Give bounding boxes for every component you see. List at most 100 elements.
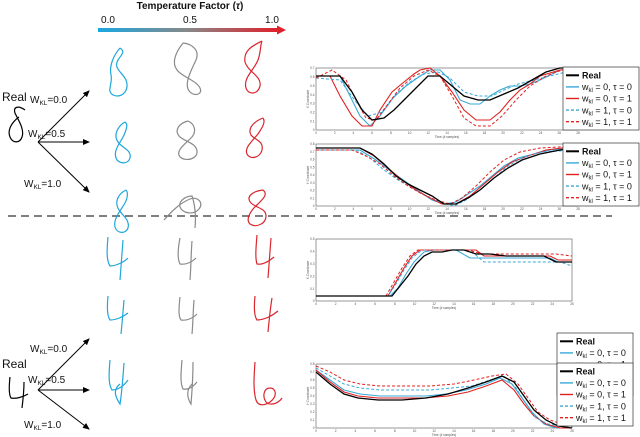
y-tick-label: 0.1 bbox=[310, 287, 315, 291]
legend-label: wkl = 0, τ = 0 bbox=[581, 82, 632, 94]
x-tick-label: 24 bbox=[539, 207, 543, 211]
x-tick-label: 16 bbox=[464, 131, 468, 135]
chart-x-bottom-xlabel: Time (# samples) bbox=[432, 306, 457, 310]
x-tick-label: 4 bbox=[353, 207, 355, 211]
digit-gray-4-kl0 bbox=[177, 237, 197, 281]
panel-bottom: Real WKL=0.0 WKL=0.5 WKL=1.0 X Coordinat… bbox=[2, 234, 573, 437]
legend-label: wkl = 0, τ = 1 bbox=[581, 170, 632, 182]
x-tick-label: 16 bbox=[472, 429, 476, 433]
y-tick-label: 0.4 bbox=[310, 394, 315, 398]
real-digit-top bbox=[8, 106, 26, 143]
digit-red-4-kl0 bbox=[255, 234, 275, 279]
tick-label-0-5: 0.5 bbox=[183, 15, 197, 26]
temperature-title: Temperature Factor (τ) bbox=[137, 1, 244, 12]
y-tick-label: 0.1 bbox=[310, 196, 315, 200]
x-tick-label: 20 bbox=[501, 131, 505, 135]
x-tick-label: 20 bbox=[501, 207, 505, 211]
digit-red-kl1 bbox=[247, 189, 267, 227]
legend-label: wkl = 1, τ = 0 bbox=[581, 105, 632, 117]
y-tick-label: 0.3 bbox=[310, 402, 315, 406]
digit-blue-4-kl05 bbox=[106, 295, 129, 335]
legend-label: wkl = 0, τ = 0 bbox=[575, 348, 626, 360]
weight-label-bottom-0: WKL=0.0 bbox=[30, 344, 68, 356]
x-tick-label: 22 bbox=[520, 207, 524, 211]
chart-y-top-series bbox=[316, 145, 579, 207]
x-tick-label: 18 bbox=[483, 131, 487, 135]
y-tick-label: 0.5 bbox=[310, 237, 315, 241]
digit-red-kl05 bbox=[245, 117, 265, 159]
weight-arrows-bottom bbox=[37, 338, 90, 430]
chart-y-bottom: Y Coordinate Time (# samples) bbox=[306, 363, 573, 437]
x-tick-label: 18 bbox=[483, 207, 487, 211]
y-tick-label: 0.3 bbox=[310, 102, 315, 106]
y-tick-label: 0 bbox=[313, 204, 315, 208]
legend-label: wkl = 0, τ = 0 bbox=[581, 158, 632, 170]
chart-y-top: Y Coordinate Time (# samples) bbox=[306, 143, 579, 215]
real-digit-bottom bbox=[8, 376, 29, 409]
y-tick-label: 0 bbox=[313, 426, 315, 430]
x-tick-label: 18 bbox=[491, 429, 495, 433]
x-tick-label: 8 bbox=[390, 207, 392, 211]
legend-label: wkl = 1, τ = 0 bbox=[581, 181, 632, 193]
weight-label-top-1: WKL=0.5 bbox=[28, 129, 66, 141]
x-tick-label: 20 bbox=[511, 302, 515, 306]
x-tick-label: 4 bbox=[354, 302, 356, 306]
x-tick-label: 26 bbox=[570, 429, 574, 433]
y-tick-label: 0 bbox=[313, 128, 315, 132]
chart-x-top-xlabel: Time (# samples) bbox=[435, 135, 460, 139]
legend-label: wkl = 1, τ = 0 bbox=[575, 401, 626, 413]
legend-label: wkl = 0, τ = 1 bbox=[581, 94, 632, 106]
x-tick-label: 6 bbox=[374, 302, 376, 306]
x-tick-label: 4 bbox=[354, 429, 356, 433]
y-tick-label: 0.5 bbox=[310, 386, 315, 390]
digit-gray-4-kl05 bbox=[178, 296, 198, 335]
x-tick-label: 6 bbox=[371, 207, 373, 211]
x-tick-label: 22 bbox=[531, 429, 535, 433]
temperature-gradient-bar bbox=[98, 28, 278, 32]
y-tick-label: 0.3 bbox=[310, 262, 315, 266]
x-tick-label: 6 bbox=[371, 131, 373, 135]
x-tick-label: 10 bbox=[408, 207, 412, 211]
y-tick-label: 0.8 bbox=[310, 362, 315, 366]
x-tick-label: 14 bbox=[445, 131, 449, 135]
digit-gray-kl1 bbox=[163, 195, 202, 229]
chart-x-bottom-series bbox=[316, 249, 573, 297]
x-tick-label: 12 bbox=[427, 131, 431, 135]
y-tick-label: 0 bbox=[313, 299, 315, 303]
legend-label: wkl = 0, τ = 0 bbox=[575, 378, 626, 390]
x-tick-label: 26 bbox=[570, 302, 574, 306]
y-tick-label: 0.7 bbox=[310, 150, 315, 154]
chart-y-bottom-ylabel: Y Coordinate bbox=[306, 387, 310, 406]
chart-x-top-ylabel: X Coordinate bbox=[306, 89, 310, 108]
digit-blue-kl0 bbox=[109, 47, 128, 97]
y-tick-label: 0.4 bbox=[310, 250, 315, 254]
x-tick-label: 28 bbox=[576, 131, 580, 135]
x-tick-label: 12 bbox=[432, 302, 436, 306]
y-tick-label: 0.1 bbox=[310, 119, 315, 123]
real-label-top: Real bbox=[2, 90, 27, 104]
digit-gray-4-kl1 bbox=[180, 359, 198, 406]
x-tick-label: 8 bbox=[390, 131, 392, 135]
x-tick-label: 10 bbox=[413, 429, 417, 433]
y-tick-label: 0.6 bbox=[310, 158, 315, 162]
y-tick-label: 0.2 bbox=[310, 189, 315, 193]
chart-y-top-ticks: 0 2 4 6 8 10 12 14 16 18 20 22 24 26 2800.10.20.30.40.… bbox=[310, 142, 580, 211]
x-tick-label: 2 bbox=[334, 131, 336, 135]
x-tick-label: 22 bbox=[531, 302, 535, 306]
x-tick-label: 0 bbox=[315, 302, 317, 306]
y-tick-label: 0.2 bbox=[310, 110, 315, 114]
x-tick-label: 26 bbox=[558, 131, 562, 135]
x-tick-label: 2 bbox=[335, 429, 337, 433]
chart-y-top-xlabel: Time (# samples) bbox=[435, 211, 460, 215]
x-tick-label: 28 bbox=[576, 207, 580, 211]
y-tick-label: 0.4 bbox=[310, 93, 315, 97]
chart-y-bottom-series bbox=[315, 365, 573, 429]
chart-y-bottom-ticks: 0 2 4 6 8 10 12 14 16 18 20 22 24 2600.10.20.30.40.50… bbox=[310, 362, 574, 433]
x-tick-label: 12 bbox=[427, 207, 431, 211]
x-tick-label: 26 bbox=[558, 207, 562, 211]
chart-y-top-ylabel: Y Coordinate bbox=[306, 166, 310, 185]
y-tick-label: 0.2 bbox=[310, 274, 315, 278]
y-tick-label: 0.6 bbox=[310, 378, 315, 382]
